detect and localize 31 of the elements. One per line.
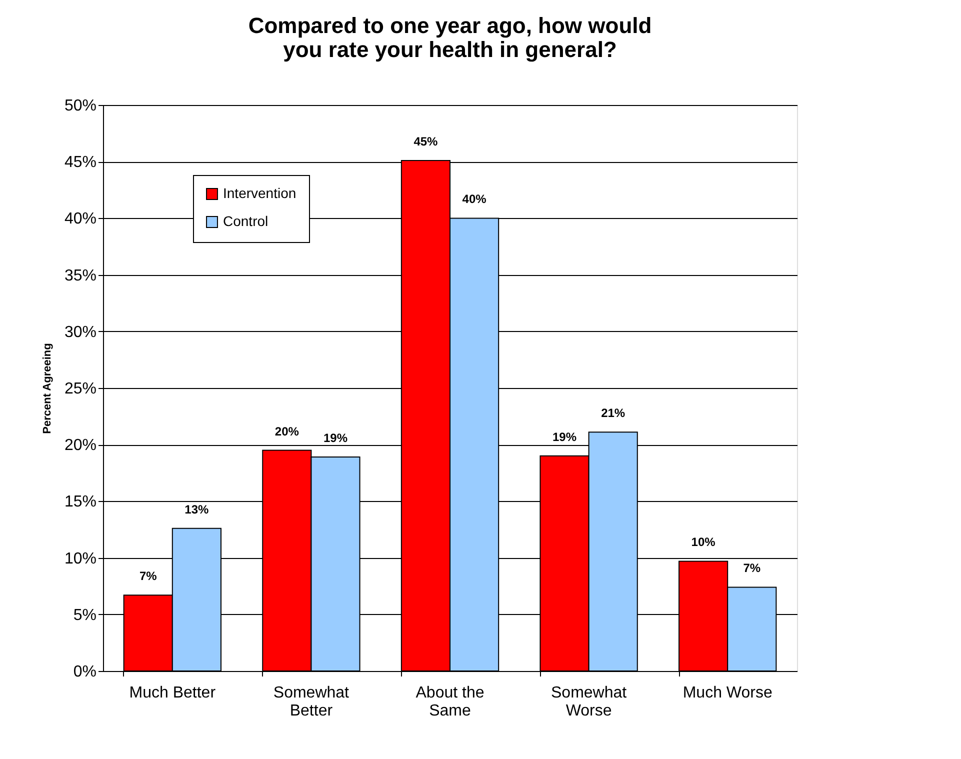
y-axis-title: Percent Agreeing — [41, 343, 54, 434]
data-label: 7% — [139, 569, 158, 584]
y-tick-label: 40% — [64, 210, 96, 228]
y-tick-label: 35% — [64, 267, 96, 284]
data-label: 13% — [184, 502, 210, 516]
y-tick-label: 50% — [64, 98, 96, 114]
y-tick-label: 45% — [64, 154, 96, 172]
text: you rate your health in general? — [283, 37, 617, 62]
y-tick-label: 25% — [64, 380, 96, 398]
data-label: 20% — [274, 424, 300, 438]
y-tick-label: 15% — [64, 494, 96, 511]
data-label: 7% — [743, 561, 761, 576]
data-label: 19% — [323, 431, 348, 446]
data-label: 45% — [414, 134, 438, 148]
x-tick-label: Much Worse — [682, 684, 772, 702]
y-tick-label: 20% — [64, 437, 96, 454]
x-tick-label: Much Better — [129, 684, 216, 702]
data-label: 21% — [601, 406, 626, 420]
y-tick-label: 30% — [64, 324, 96, 341]
x-tick-label: Somewhat Worse — [551, 684, 628, 720]
text: Compared to one year ago, how would — [248, 13, 652, 38]
x-tick-label: About the Same — [416, 684, 484, 720]
legend-label: Control — [223, 213, 268, 229]
data-label: 40% — [462, 192, 487, 206]
data-label: 10% — [691, 535, 716, 550]
y-tick-label: 10% — [64, 550, 96, 568]
y-tick-label: 5% — [73, 606, 96, 624]
y-tick-label: 0% — [73, 664, 96, 680]
x-tick-label: Somewhat Better — [273, 684, 350, 720]
legend-label: Intervention — [223, 185, 296, 201]
data-label: 19% — [552, 430, 577, 444]
